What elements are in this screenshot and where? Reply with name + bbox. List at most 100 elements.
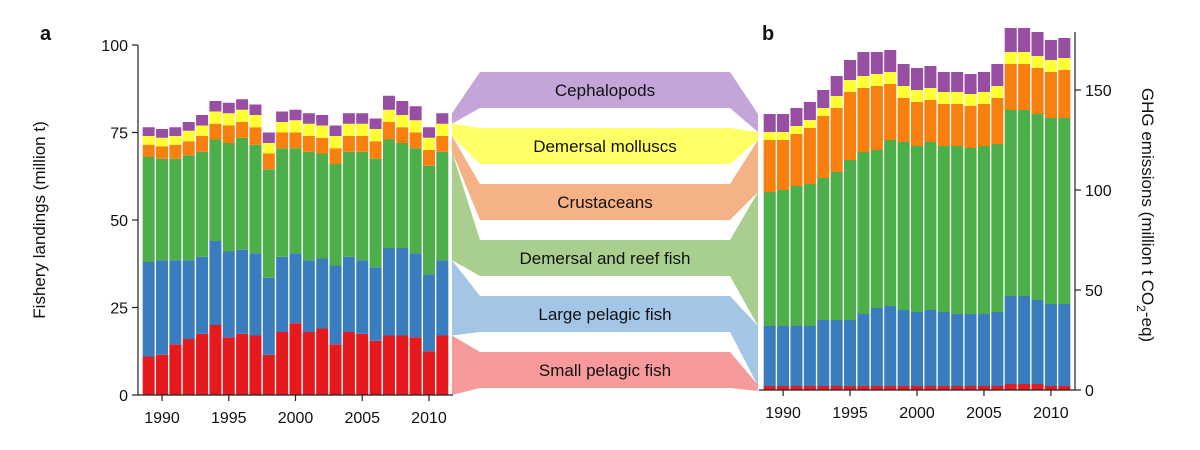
- bar-cephalopods-1998: [884, 50, 897, 72]
- bar-large-pelagic-fish-2000: [289, 253, 302, 324]
- bar-small-pelagic-fish-1991: [169, 344, 182, 395]
- bar-demersal-molluscs-2009: [409, 120, 422, 133]
- flow-band-demersal-molluscs: [452, 123, 758, 164]
- bar-demersal-and-reef-fish-2008: [1018, 110, 1031, 296]
- bar-cephalopods-1991: [790, 108, 803, 126]
- bar-cephalopods-1996: [236, 99, 249, 110]
- bar-demersal-molluscs-2007: [1004, 52, 1017, 64]
- y-tick-label: 50: [110, 213, 128, 230]
- bar-cephalopods-2010: [422, 127, 435, 138]
- bar-cephalopods-2008: [396, 101, 409, 115]
- flow-label-large-pelagic-fish: Large pelagic fish: [538, 305, 671, 324]
- bar-large-pelagic-fish-2002: [937, 312, 950, 386]
- bar-cephalopods-2005: [356, 113, 369, 124]
- bar-small-pelagic-fish-1991: [790, 386, 803, 390]
- x-tick-label: 2000: [899, 405, 935, 422]
- bar-cephalopods-1990: [777, 114, 790, 132]
- bar-cephalopods-1992: [182, 122, 195, 131]
- bar-demersal-molluscs-1992: [182, 130, 195, 142]
- bar-crustaceans-2011: [436, 136, 449, 152]
- bar-large-pelagic-fish-1998: [262, 277, 275, 355]
- bar-cephalopods-2001: [924, 66, 937, 88]
- bar-demersal-molluscs-2009: [1031, 56, 1044, 68]
- bar-demersal-and-reef-fish-1997: [870, 150, 883, 308]
- bar-large-pelagic-fish-2011: [1058, 304, 1071, 386]
- bar-large-pelagic-fish-1992: [803, 326, 816, 386]
- bar-large-pelagic-fish-2005: [977, 314, 990, 386]
- bar-demersal-and-reef-fish-2002: [316, 153, 329, 259]
- bar-demersal-and-reef-fish-2004: [964, 148, 977, 314]
- bar-small-pelagic-fish-2005: [356, 333, 369, 395]
- bar-small-pelagic-fish-1992: [182, 339, 195, 395]
- bar-demersal-and-reef-fish-1999: [897, 142, 910, 310]
- bar-demersal-and-reef-fish-2006: [991, 144, 1004, 312]
- bar-cephalopods-1989: [142, 127, 155, 136]
- bar-cephalopods-2001: [302, 113, 315, 124]
- bar-large-pelagic-fish-2001: [302, 260, 315, 332]
- bar-crustaceans-2002: [316, 137, 329, 154]
- bar-demersal-molluscs-2010: [1044, 60, 1057, 72]
- bar-cephalopods-1997: [249, 104, 262, 115]
- bar-crustaceans-1996: [857, 88, 870, 152]
- bar-demersal-molluscs-1991: [169, 136, 182, 145]
- bar-large-pelagic-fish-1995: [844, 320, 857, 386]
- bar-demersal-and-reef-fish-1993: [817, 178, 830, 320]
- bar-crustaceans-2003: [951, 104, 964, 146]
- bar-demersal-molluscs-1997: [249, 115, 262, 128]
- bar-demersal-and-reef-fish-2004: [342, 151, 355, 257]
- bar-demersal-and-reef-fish-2010: [422, 165, 435, 275]
- bar-large-pelagic-fish-1997: [870, 308, 883, 386]
- bar-cephalopods-1992: [803, 102, 816, 120]
- bar-small-pelagic-fish-2004: [964, 386, 977, 390]
- bar-demersal-molluscs-1993: [196, 125, 209, 136]
- bar-crustaceans-2010: [422, 150, 435, 166]
- bar-cephalopods-1996: [857, 52, 870, 76]
- bar-cephalopods-2007: [382, 95, 395, 110]
- bar-large-pelagic-fish-1998: [884, 306, 897, 386]
- bar-crustaceans-1994: [209, 123, 222, 140]
- bar-demersal-and-reef-fish-1995: [844, 160, 857, 320]
- bar-demersal-molluscs-2002: [316, 125, 329, 138]
- bar-demersal-and-reef-fish-1995: [222, 143, 235, 252]
- bar-demersal-molluscs-2011: [1058, 58, 1071, 70]
- bar-demersal-molluscs-2004: [964, 94, 977, 106]
- bar-small-pelagic-fish-1996: [857, 386, 870, 390]
- bar-large-pelagic-fish-2004: [964, 314, 977, 386]
- bar-crustaceans-2005: [977, 104, 990, 146]
- y-tick-label: 100: [101, 38, 128, 55]
- bar-small-pelagic-fish-2003: [951, 386, 964, 390]
- bar-small-pelagic-fish-2001: [302, 332, 315, 395]
- bar-demersal-and-reef-fish-2007: [382, 139, 395, 248]
- x-tick-label: 2000: [278, 410, 314, 427]
- bar-demersal-and-reef-fish-2011: [1058, 118, 1071, 304]
- bar-demersal-and-reef-fish-1989: [142, 157, 155, 262]
- bar-cephalopods-2006: [369, 118, 382, 129]
- bar-small-pelagic-fish-1998: [262, 354, 275, 395]
- bar-crustaceans-1999: [897, 98, 910, 142]
- bar-demersal-and-reef-fish-2001: [302, 151, 315, 261]
- bar-demersal-molluscs-2011: [436, 123, 449, 136]
- y-tick-label: 0: [119, 388, 128, 405]
- bar-crustaceans-2001: [924, 100, 937, 142]
- bar-crustaceans-1993: [196, 136, 209, 152]
- bar-small-pelagic-fish-2007: [382, 335, 395, 395]
- flow-label-demersal-and-reef-fish: Demersal and reef fish: [519, 249, 690, 268]
- bar-small-pelagic-fish-2009: [1031, 384, 1044, 390]
- bar-crustaceans-2006: [369, 141, 382, 159]
- bar-crustaceans-2004: [342, 136, 355, 152]
- bar-small-pelagic-fish-1995: [844, 386, 857, 390]
- bar-large-pelagic-fish-2003: [951, 314, 964, 386]
- bar-crustaceans-2005: [356, 136, 369, 152]
- bar-cephalopods-2010: [1044, 40, 1057, 60]
- bar-crustaceans-1998: [884, 84, 897, 140]
- bar-large-pelagic-fish-1993: [817, 320, 830, 386]
- bar-small-pelagic-fish-2002: [316, 328, 329, 395]
- bar-crustaceans-1989: [142, 144, 155, 157]
- bar-large-pelagic-fish-1989: [763, 326, 776, 386]
- bar-demersal-and-reef-fish-1990: [777, 190, 790, 326]
- bar-crustaceans-2004: [964, 106, 977, 148]
- bar-demersal-molluscs-1993: [817, 108, 830, 116]
- bar-demersal-molluscs-2005: [356, 123, 369, 136]
- bar-demersal-and-reef-fish-2000: [910, 146, 924, 312]
- bar-small-pelagic-fish-1996: [236, 333, 249, 395]
